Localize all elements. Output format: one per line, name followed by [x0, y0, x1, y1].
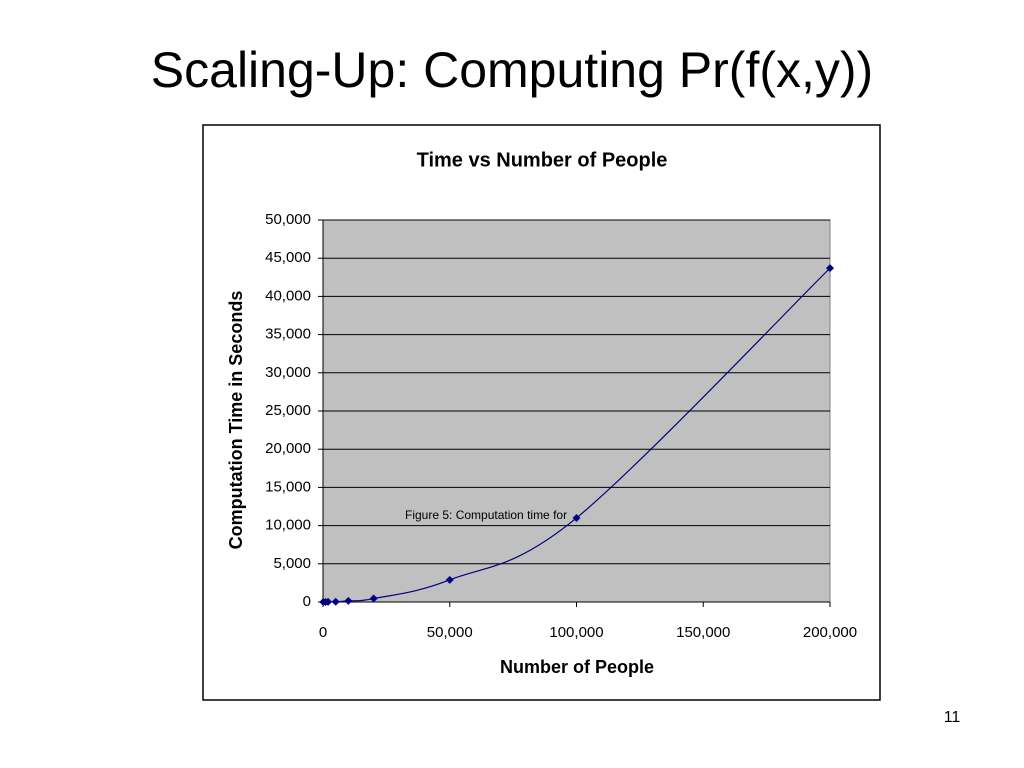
x-tick-label: 50,000: [427, 624, 473, 641]
y-tick-label: 50,000: [265, 211, 311, 228]
x-axis-title: Number of People: [500, 657, 654, 677]
y-tick-label: 0: [303, 593, 311, 610]
marker: [344, 596, 353, 605]
y-tick-label: 5,000: [273, 555, 311, 572]
y-tick-label: 30,000: [265, 364, 311, 381]
y-tick-label: 10,000: [265, 517, 311, 534]
y-tick-label: 20,000: [265, 440, 311, 457]
y-tick-label: 40,000: [265, 287, 311, 304]
x-tick-label: 100,000: [549, 624, 603, 641]
x-tick-label: 200,000: [803, 624, 857, 641]
y-tick-label: 25,000: [265, 402, 311, 419]
marker: [331, 597, 340, 606]
marker: [369, 594, 378, 603]
y-tick-label: 15,000: [265, 478, 311, 495]
marker: [445, 575, 454, 584]
y-tick-label: 45,000: [265, 249, 311, 266]
chart-title: Time vs Number of People: [417, 149, 668, 171]
annotation: Figure 5: Computation time for: [405, 508, 567, 522]
x-tick-label: 0: [319, 624, 327, 641]
slide-title: Scaling-Up: Computing Pr(f(x,y)): [151, 42, 873, 98]
y-axis-title: Computation Time in Seconds: [226, 291, 246, 550]
page-number: 11: [944, 709, 961, 726]
marker: [826, 264, 834, 273]
marker: [324, 597, 333, 606]
x-tick-label: 150,000: [676, 624, 730, 641]
marker: [572, 513, 581, 522]
y-tick-label: 35,000: [265, 326, 311, 343]
